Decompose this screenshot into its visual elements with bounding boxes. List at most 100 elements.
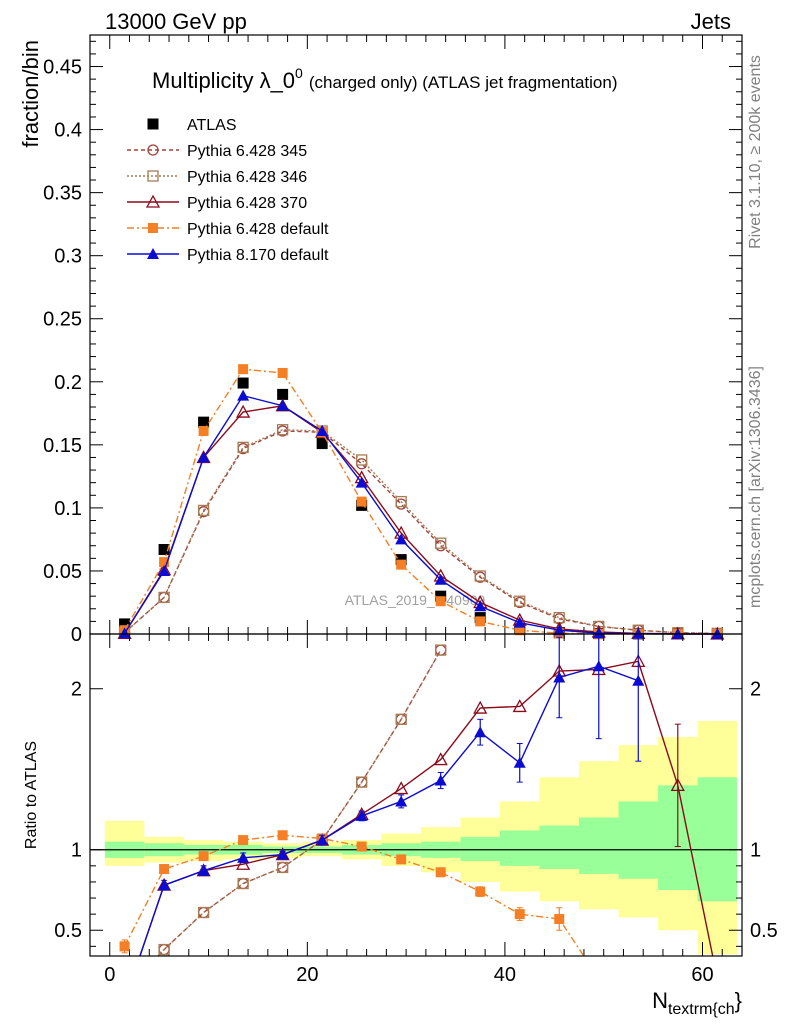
data-point	[395, 533, 408, 545]
data-point	[474, 570, 486, 582]
data-point	[158, 564, 171, 576]
ratio-point	[356, 776, 368, 788]
ratio-series-line	[157, 649, 442, 956]
data-point	[277, 367, 288, 378]
ratio-point	[394, 781, 409, 795]
ratio-point	[514, 909, 525, 920]
data-point	[434, 573, 447, 585]
ratio-point	[553, 671, 566, 683]
uncertainty-band-inner	[618, 801, 659, 879]
series-line	[124, 429, 718, 635]
ratio-xlabel-sub: textrm{ch	[668, 1001, 735, 1018]
data-point	[276, 399, 289, 411]
legend-label: ATLAS	[187, 117, 237, 134]
ratio-point	[159, 864, 170, 875]
ratio-xlabel-main: N	[652, 988, 668, 1013]
legend: ATLAS Pythia 6.428 345 Pythia 6.428 346 Pyt…	[127, 117, 329, 264]
ratio-series-pythia-6-428-346	[157, 644, 447, 956]
ratio-point	[433, 752, 448, 766]
ratio-point	[670, 777, 685, 791]
data-point	[395, 554, 407, 566]
data-point	[395, 498, 407, 510]
ratio-point	[395, 795, 408, 807]
legend-item: Pythia 8.170 default	[127, 247, 329, 264]
header-energy-label: 13000 GeV pp	[105, 9, 247, 34]
ratio-point	[236, 856, 251, 870]
ratio-xlabel-tail: }	[735, 988, 742, 1013]
plot-title: Multiplicity λ_00 (charged only) (ATLAS j…	[152, 65, 618, 93]
main-series	[117, 364, 725, 640]
ratio-point	[120, 986, 130, 996]
data-point	[553, 624, 566, 636]
legend-label: Pythia 6.428 345	[187, 143, 307, 160]
data-point	[475, 616, 486, 627]
main-ytick-label: 0.15	[43, 435, 82, 457]
main-ytick-label: 0.25	[43, 309, 82, 331]
ratio-point	[316, 834, 329, 846]
ratio-point	[119, 995, 131, 1006]
ratio-point	[158, 879, 171, 891]
data-point	[316, 438, 328, 450]
ratio-panel: 0.5 0.51 12 20 20 40 60 Ratio to ATLAS Ntextrm…	[23, 633, 778, 1018]
uncertainty-band-inner	[579, 817, 619, 874]
ratio-axes: 0.5 0.51 12 20 20 40 60	[54, 634, 778, 986]
legend-marker	[147, 118, 159, 130]
ratio-ytick-label: 2	[71, 679, 82, 701]
ratio-point	[276, 861, 289, 874]
ratio-point	[197, 906, 210, 919]
ratio-point	[632, 674, 645, 686]
ratio-xtick-label: 20	[296, 964, 318, 986]
legend-item: Pythia 6.428 345	[127, 143, 307, 160]
ratio-xtick-label: 60	[691, 964, 713, 986]
ratio-point	[395, 713, 407, 725]
ratio-point	[356, 841, 367, 852]
data-point	[395, 495, 407, 508]
uncertainty-band-inner	[539, 825, 579, 870]
legend-item: Pythia 6.428 346	[127, 169, 307, 186]
data-point	[356, 454, 368, 466]
ratio-series-pythia-6-428-345	[120, 644, 447, 996]
ratio-point	[237, 851, 250, 863]
data-point	[197, 504, 210, 517]
data-point	[159, 557, 170, 568]
ratio-frame	[89, 633, 743, 957]
main-ytick-label: 0.35	[43, 183, 82, 205]
main-ytick-label: 0.3	[54, 246, 82, 268]
uncertainty-band-inner	[499, 830, 540, 866]
data-point	[356, 458, 368, 470]
plot-title-sup: 0	[295, 65, 303, 81]
data-point	[316, 424, 329, 436]
legend-marker	[147, 170, 159, 182]
ratio-point	[473, 700, 488, 714]
legend-marker	[147, 144, 159, 156]
ratio-point	[554, 913, 565, 924]
ratio-point	[237, 877, 249, 890]
ratio-series-pythia-6-428-default	[119, 830, 604, 984]
rivet-version-label: Rivet 3.1.10, ≥ 200k events	[747, 55, 764, 249]
ratio-point	[594, 974, 604, 984]
legend-label: Pythia 6.428 370	[187, 195, 307, 212]
legend-label: Pythia 6.428 default	[187, 221, 329, 238]
data-point	[238, 364, 249, 375]
data-point	[198, 425, 209, 436]
main-ytick-label: 0	[71, 624, 82, 646]
ratio-point	[592, 660, 605, 672]
ratio-point	[435, 644, 447, 656]
data-point	[514, 625, 525, 636]
data-point	[237, 389, 250, 401]
main-panel: 0 0.05 0.1 0.15 0.2 0.25 0.3 0.35 0.4 0.45 ATLAS_…	[18, 34, 743, 646]
ratio-point	[513, 756, 526, 768]
legend-item: Pythia 6.428 370	[127, 194, 307, 212]
ratio-uncertainty-bands	[90, 720, 742, 955]
main-ytick-label: 0.2	[54, 372, 82, 394]
ratio-point	[512, 699, 527, 713]
legend-item: ATLAS	[147, 117, 237, 134]
ratio-point	[435, 644, 447, 656]
data-point	[276, 424, 289, 436]
plot-title-sub: (charged only) (ATLAS jet fragmentation)	[309, 73, 618, 92]
ratio-point	[119, 995, 131, 1006]
ratio-series-pythia-8-170-default	[119, 634, 645, 1006]
legend-marker	[147, 248, 159, 259]
data-point	[396, 559, 407, 570]
